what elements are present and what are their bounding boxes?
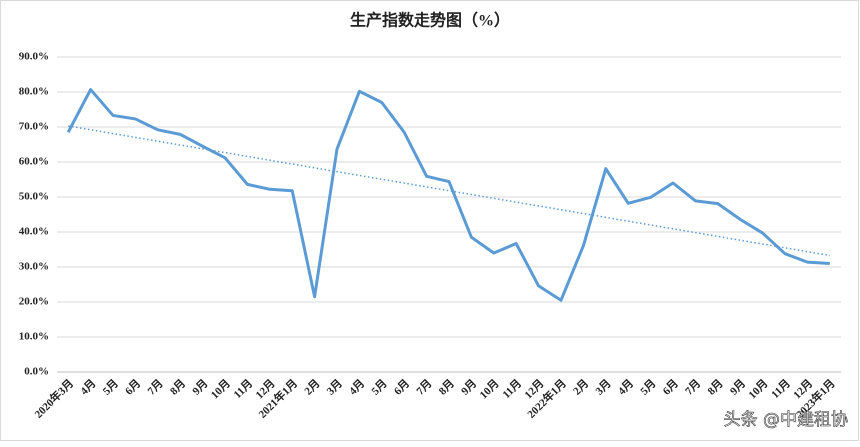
y-tick-label: 70.0%	[19, 121, 49, 133]
chart-title: 生产指数走势图（%）	[350, 11, 510, 30]
y-tick-label: 40.0%	[19, 226, 49, 238]
y-tick-label: 90.0%	[19, 51, 49, 63]
data-line	[66, 88, 830, 302]
y-tick-label: 60.0%	[19, 156, 49, 168]
trendline	[68, 125, 830, 257]
y-tick-label: 30.0%	[19, 261, 49, 273]
watermark: 头条 @中建租协	[724, 410, 848, 430]
y-tick-label: 50.0%	[19, 191, 49, 203]
y-tick-label: 10.0%	[19, 331, 49, 343]
y-tick-label: 20.0%	[19, 296, 49, 308]
y-tick-label: 80.0%	[19, 86, 49, 98]
y-tick-label: 0.0%	[24, 366, 49, 378]
